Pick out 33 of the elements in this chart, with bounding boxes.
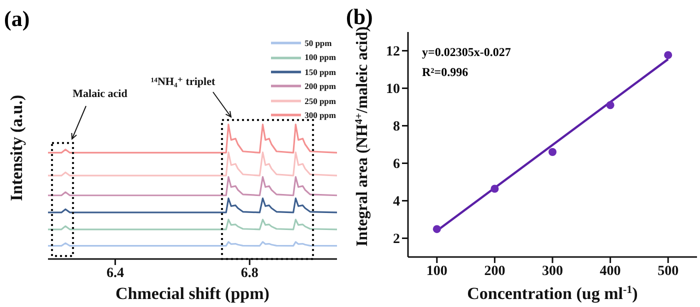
annotation: R²=0.996	[422, 64, 470, 81]
point	[432, 225, 441, 234]
x-tick-label: 500	[658, 264, 679, 279]
chart-title: (b)	[346, 4, 373, 29]
y-tick-label: 12	[386, 44, 400, 60]
x-axis-title: Chmecial shift (ppm)	[116, 284, 270, 303]
x-tick-label: 200	[484, 264, 506, 279]
y-tick-label: 2	[393, 232, 400, 248]
chart-title: (a)	[4, 6, 30, 32]
legend-label: 250 ppm	[304, 94, 336, 108]
x-tick-label: 6.4	[106, 266, 124, 281]
y-axis-title: Intensity (a.u.)	[7, 94, 26, 202]
x-tick-label: 100	[426, 264, 448, 279]
annotation: y=0.02305x-0.027	[422, 44, 511, 61]
y-tick-label: 8	[393, 120, 400, 135]
y-tick-label: 10	[386, 82, 400, 98]
text: ¹⁴NH₄⁺ triplet	[150, 76, 216, 88]
point	[490, 184, 499, 193]
x-tick-label: 400	[600, 264, 621, 279]
legend-label: 100 ppm	[304, 51, 336, 64]
y-tick-label: 4	[393, 194, 400, 210]
legend-label: 50 ppm	[304, 37, 332, 50]
y-tick-label: 6	[393, 157, 400, 172]
legend-label: 200 ppm	[304, 80, 336, 94]
x-tick-label: 6.8	[240, 266, 258, 281]
point	[548, 148, 556, 156]
point	[606, 101, 614, 110]
legend-label: 300 ppm	[304, 109, 336, 122]
x-tick-label: 300	[542, 264, 563, 279]
point	[664, 51, 672, 60]
text: Malaic acid	[72, 88, 128, 100]
legend-label: 150 ppm	[304, 66, 336, 79]
x-axis-title: Concentration (ug ml$^{-1}$)	[467, 284, 638, 303]
